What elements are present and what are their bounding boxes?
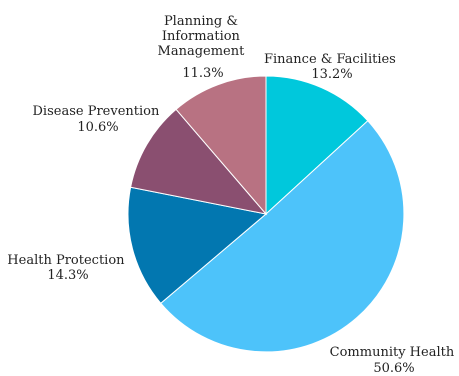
pie-slice-health-protection [127,186,268,304]
slice-label-disease-prevention: Disease Prevention 10.6% [33,104,164,135]
pie-slice-finance-facilities [265,75,369,216]
slice-label-finance-facilities: Finance & Facilities 13.2% [264,52,400,82]
slice-label-health-protection: Health Protection 14.3% [7,253,128,283]
pie-slices [127,75,405,353]
slice-label-community-health: Community Health 50.6% [330,345,459,376]
slice-label-planning-information-management: Planning & Information Management 11.3% [158,14,249,81]
pie-slice-disease-prevention [130,108,268,215]
pie-slice-planning-information-management [175,75,267,216]
pie-slice-community-health [160,120,405,353]
